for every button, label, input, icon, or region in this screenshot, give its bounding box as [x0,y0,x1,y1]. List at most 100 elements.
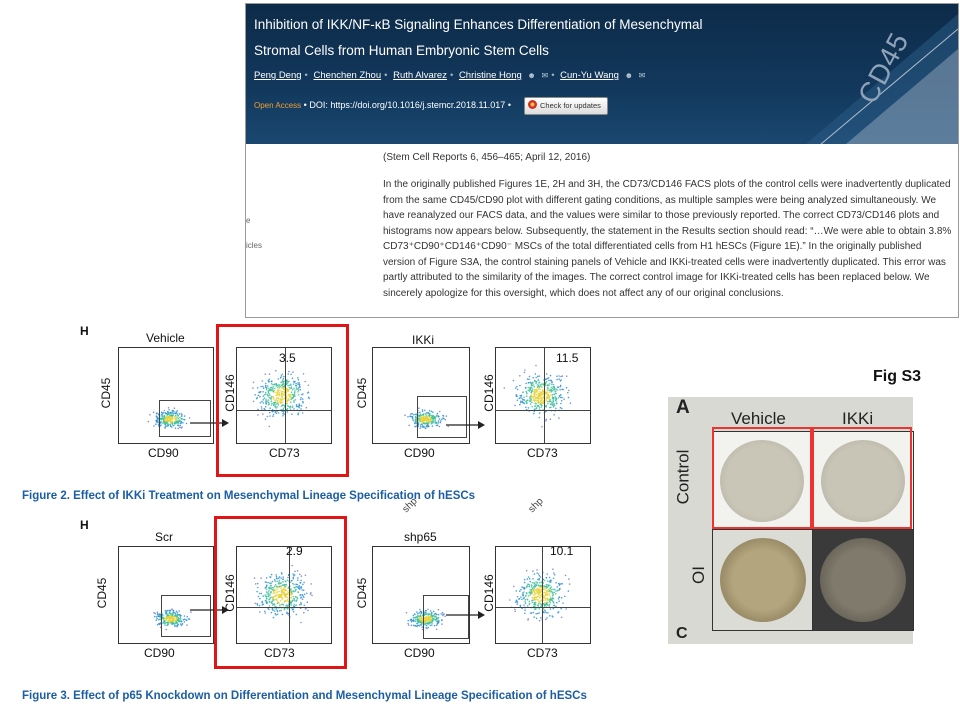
event-dot [558,596,561,599]
arrow-icon [446,421,485,429]
event-dot [178,619,180,622]
event-dot [261,601,263,604]
event-dot [530,586,533,588]
event-dot [527,619,529,621]
author-link[interactable]: Ruth Alvarez [393,70,447,81]
event-dot [169,411,171,414]
event-dot [300,603,302,605]
event-dot [288,370,290,373]
event-dot [283,388,286,391]
event-dot [157,615,160,618]
event-dot [413,619,415,621]
event-dot [561,407,563,410]
event-dot [553,604,556,607]
mail-icon[interactable]: ✉ [541,71,549,80]
event-dot [547,612,549,614]
event-dot [285,583,287,586]
author-link[interactable]: Peng Deng [254,70,302,81]
event-dot [416,622,418,625]
event-dot [535,382,537,385]
event-dot [273,578,276,581]
event-dot [180,621,183,623]
event-dot [270,395,273,398]
event-dot [533,594,536,596]
event-dot [556,375,558,377]
event-dot [166,410,169,413]
scatter-cloud [405,608,446,631]
event-dot [286,598,289,601]
event-dot [299,604,301,606]
mail-icon[interactable]: ✉ [638,71,646,80]
person-icon[interactable]: ☻ [527,71,536,80]
event-dot [283,591,285,594]
check-updates-button[interactable]: Check for updates [524,97,608,115]
quadrant-line [285,348,286,443]
event-dot [280,585,283,588]
person-icon[interactable]: ☻ [624,71,634,80]
event-dot [416,618,419,620]
event-dot [535,396,538,399]
event-dot [264,373,267,375]
event-dot [159,626,162,629]
event-dot [542,383,544,385]
event-dot [539,594,542,597]
event-dot [547,590,549,592]
event-dot [263,397,266,400]
event-dot [295,588,297,591]
event-dot [273,598,276,601]
event-dot [274,411,277,414]
event-dot [536,391,539,393]
event-dot [177,421,180,423]
event-dot [310,592,312,594]
event-dot [523,396,525,398]
event-dot [262,413,264,415]
event-dot [531,401,533,403]
event-dot [286,579,289,581]
event-dot [297,389,300,391]
event-dot [173,407,176,409]
event-dot [300,597,302,599]
event-dot [547,396,550,398]
event-dot [157,418,159,420]
event-dot [434,419,436,422]
event-dot [270,383,273,385]
event-dot [290,594,292,596]
event-dot [531,593,533,595]
highlight-frame [712,427,812,529]
event-dot [168,415,170,417]
gate-box [417,396,467,438]
event-dot [533,412,535,415]
article-banner: CD45 Inhibition of IKK/NF-κB Signaling E… [246,4,958,144]
event-dot [286,611,288,614]
author-link[interactable]: Chenchen Zhou [313,70,382,81]
doi-link[interactable]: https://doi.org/10.1016/j.stemcr.2018.11… [330,100,506,110]
figure-3-caption: Figure 3. Effect of p65 Knockdown on Dif… [22,690,587,702]
event-dot [165,412,167,415]
event-dot [293,408,295,410]
event-dot [427,425,430,428]
author-link[interactable]: Cun-Yu Wang [560,70,619,81]
citation-line: (Stem Cell Reports 6, 456–465; April 12,… [383,152,591,163]
event-dot [265,401,267,403]
event-dot [546,573,548,575]
event-dot [280,381,283,384]
y-axis-label: CD45 [99,377,113,409]
event-dot [269,596,272,599]
event-dot [286,596,289,598]
event-dot [274,406,276,408]
event-dot [267,399,270,401]
event-dot [265,597,268,599]
event-dot [558,584,561,587]
event-dot [562,388,564,391]
event-dot [280,572,283,574]
event-dot [556,589,559,592]
event-dot [287,405,290,408]
event-dot [166,418,168,421]
author-link[interactable]: Christine Hong [458,70,522,81]
event-dot [277,582,280,585]
event-dot [532,384,535,386]
fig-s3-row-label: OI [688,566,708,584]
quadrant-line [542,547,543,643]
event-dot [176,412,178,414]
event-dot [537,612,539,615]
